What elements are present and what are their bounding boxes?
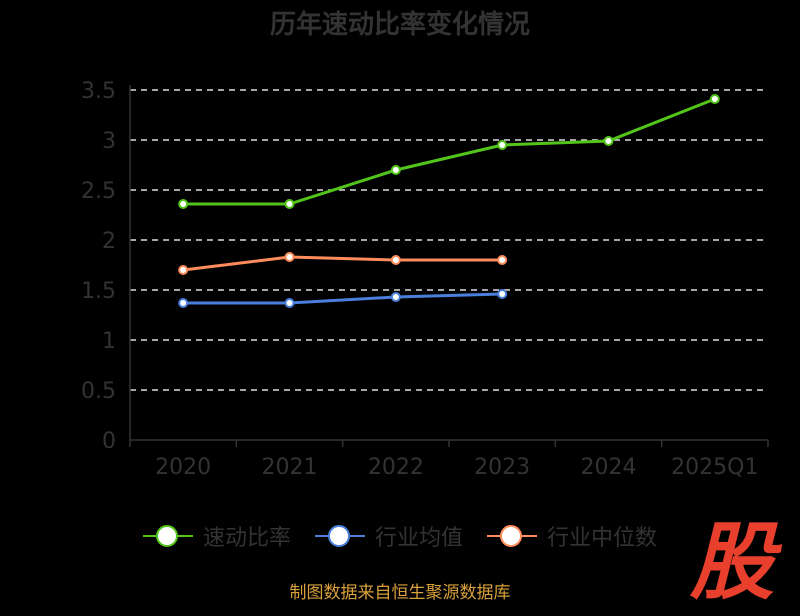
- x-tick-label: 2020: [155, 455, 211, 480]
- y-tick-label: 1: [102, 329, 116, 354]
- data-point: [497, 140, 508, 150]
- legend-marker: [314, 524, 365, 548]
- line-chart: 0 0.5 1 1.5 2 2.5 3 3.5 2020 2021 2022 2023 2024 2025…: [81, 79, 769, 480]
- data-point: [284, 298, 295, 308]
- series-line-1: [183, 292, 503, 305]
- legend-item-quick-ratio[interactable]: 速动比率: [142, 520, 291, 552]
- y-tick-label: 2: [102, 229, 116, 254]
- y-tick-label: 3.5: [81, 79, 116, 104]
- x-tick-label: 2024: [581, 455, 637, 480]
- data-point: [603, 136, 614, 146]
- y-tick-label: 0: [102, 429, 116, 454]
- data-point: [284, 199, 295, 209]
- legend-marker: [487, 524, 537, 548]
- logo: 股: [690, 513, 775, 611]
- x-tick-label: 2022: [368, 455, 424, 480]
- data-point: [497, 255, 508, 265]
- series-line-0: [183, 97, 716, 206]
- series-line-2: [182, 255, 503, 272]
- chart-title: 历年速动比率变化情况: [269, 10, 530, 40]
- x-tick-label: 2023: [474, 455, 530, 480]
- legend-label: 行业中位数: [547, 526, 658, 551]
- data-point: [178, 265, 189, 275]
- data-point: [390, 255, 401, 265]
- legend-item-industry-mean[interactable]: 行业均值: [314, 520, 463, 552]
- source-footer: 制图数据来自恒生聚源数据库: [289, 583, 511, 603]
- legend-item-industry-median[interactable]: 行业中位数: [487, 520, 657, 552]
- data-point: [497, 289, 508, 299]
- data-point: [178, 199, 189, 209]
- legend: 速动比率 行业均值 行业中位数: [0, 520, 800, 552]
- data-point: [709, 94, 720, 104]
- x-tick-label: 2025Q1: [671, 455, 758, 480]
- x-tick-label: 2021: [262, 455, 318, 480]
- data-point: [284, 252, 295, 262]
- legend-label: 行业均值: [374, 526, 463, 551]
- y-tick-label: 2.5: [81, 179, 116, 204]
- y-tick-label: 1.5: [81, 279, 116, 304]
- y-tick-label: 3: [102, 129, 116, 154]
- legend-marker: [142, 524, 193, 548]
- legend-label: 速动比率: [202, 526, 291, 551]
- data-point: [390, 292, 401, 302]
- y-tick-label: 0.5: [81, 379, 116, 404]
- data-point: [390, 165, 401, 175]
- data-point: [178, 298, 189, 308]
